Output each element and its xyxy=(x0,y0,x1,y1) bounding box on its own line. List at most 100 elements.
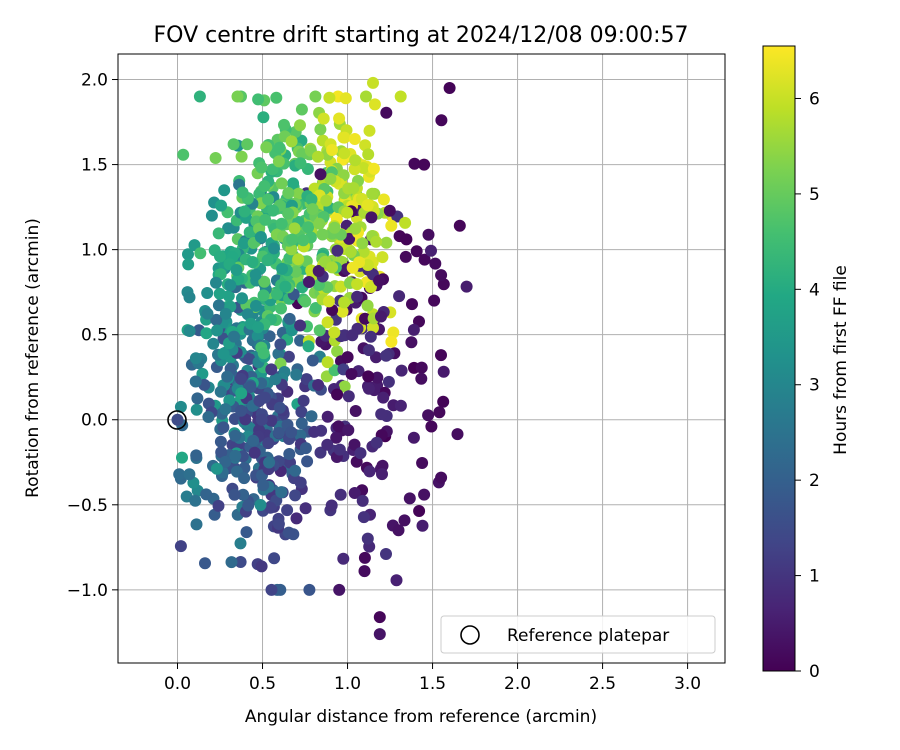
scatter-point xyxy=(322,295,335,308)
scatter-point xyxy=(356,237,369,250)
scatter-point xyxy=(309,90,322,103)
scatter-point xyxy=(219,307,232,320)
scatter-point xyxy=(213,287,226,300)
colorbar-tick-label: 2 xyxy=(809,471,820,491)
scatter-point xyxy=(338,380,351,393)
scatter-point xyxy=(399,216,412,229)
scatter-point xyxy=(435,349,447,362)
scatter-point xyxy=(326,144,339,156)
x-tick-label: 2.0 xyxy=(504,674,531,694)
scatter-point xyxy=(380,349,393,362)
scatter-point xyxy=(282,350,295,363)
scatter-point xyxy=(382,375,395,388)
scatter-point xyxy=(373,611,386,624)
scatter-point xyxy=(361,199,374,212)
scatter-point xyxy=(321,356,334,369)
scatter-point xyxy=(321,410,334,423)
scatter-point xyxy=(422,228,435,241)
scatter-point xyxy=(429,257,442,270)
scatter-point xyxy=(306,354,319,367)
scatter-point xyxy=(189,494,202,507)
scatter-point xyxy=(260,141,273,154)
scatter-point xyxy=(321,438,334,451)
scatter-point xyxy=(437,365,450,378)
scatter-point xyxy=(406,298,418,311)
scatter-point xyxy=(387,326,400,339)
y-tick-label: −1.0 xyxy=(67,581,108,601)
scatter-point xyxy=(325,499,338,512)
scatter-point xyxy=(321,316,334,329)
scatter-point xyxy=(288,222,301,235)
scatter-point xyxy=(234,537,247,550)
scatter-point xyxy=(182,248,194,261)
scatter-point xyxy=(422,409,435,422)
scatter-point xyxy=(211,324,223,337)
scatter-point xyxy=(262,193,275,206)
scatter-point xyxy=(403,492,416,505)
scatter-point xyxy=(363,124,376,137)
scatter-point xyxy=(331,345,344,358)
scatter-point xyxy=(283,312,296,325)
scatter-point xyxy=(241,138,254,151)
scatter-point xyxy=(393,290,406,303)
scatter-point xyxy=(361,532,374,545)
scatter-point xyxy=(209,152,222,164)
scatter-point xyxy=(338,147,351,160)
scatter-point xyxy=(283,448,296,460)
scatter-point xyxy=(275,217,288,230)
y-tick-label: −0.5 xyxy=(67,496,108,516)
scatter-point xyxy=(370,436,383,449)
scatter-point xyxy=(247,434,260,447)
scatter-point xyxy=(295,417,308,430)
scatter-point xyxy=(345,368,358,380)
scatter-point xyxy=(367,162,380,175)
scatter-point xyxy=(376,251,389,264)
scatter-point xyxy=(218,184,231,197)
scatter-point xyxy=(285,426,298,439)
scatter-point xyxy=(205,209,218,222)
scatter-point xyxy=(193,90,206,103)
scatter-point xyxy=(270,91,283,104)
scatter-point xyxy=(201,307,214,320)
scatter-point xyxy=(272,155,285,168)
scatter-point xyxy=(243,353,256,365)
scatter-point xyxy=(366,187,379,200)
scatter-point xyxy=(435,471,448,484)
scatter-point xyxy=(349,154,362,167)
scatter-point xyxy=(407,431,420,444)
scatter-point xyxy=(338,131,351,144)
scatter-point xyxy=(368,98,381,111)
scatter-point xyxy=(217,347,230,360)
scatter-point xyxy=(257,111,270,124)
colorbar-tick-label: 4 xyxy=(809,280,820,300)
scatter-point xyxy=(241,308,254,321)
scatter-point xyxy=(433,406,446,419)
scatter-point xyxy=(347,182,360,194)
scatter-point xyxy=(363,465,376,478)
x-tick-label: 2.5 xyxy=(589,674,616,694)
scatter-point xyxy=(316,228,329,241)
scatter-point xyxy=(294,157,307,170)
scatter-point xyxy=(312,379,325,391)
data-points xyxy=(171,76,473,641)
scatter-point xyxy=(236,292,248,305)
scatter-point xyxy=(254,231,267,243)
scatter-point xyxy=(255,413,268,426)
scatter-point xyxy=(294,119,306,132)
scatter-point xyxy=(341,351,354,364)
scatter-point xyxy=(268,242,280,255)
scatter-point xyxy=(364,281,377,293)
scatter-point xyxy=(390,574,403,587)
scatter-point xyxy=(376,468,388,481)
scatter-point xyxy=(362,344,375,357)
scatter-point xyxy=(297,234,310,247)
x-axis-ticks: 0.0 0.5 1.0 1.5 2.0 2.5 3.0 xyxy=(164,663,701,694)
scatter-point xyxy=(377,391,390,404)
legend: Reference platepar xyxy=(440,615,716,654)
scatter-point xyxy=(237,237,250,250)
scatter-point xyxy=(407,323,420,336)
scatter-point xyxy=(299,502,312,515)
scatter-point xyxy=(189,352,202,365)
scatter-point xyxy=(210,276,222,289)
scatter-point xyxy=(348,487,361,499)
